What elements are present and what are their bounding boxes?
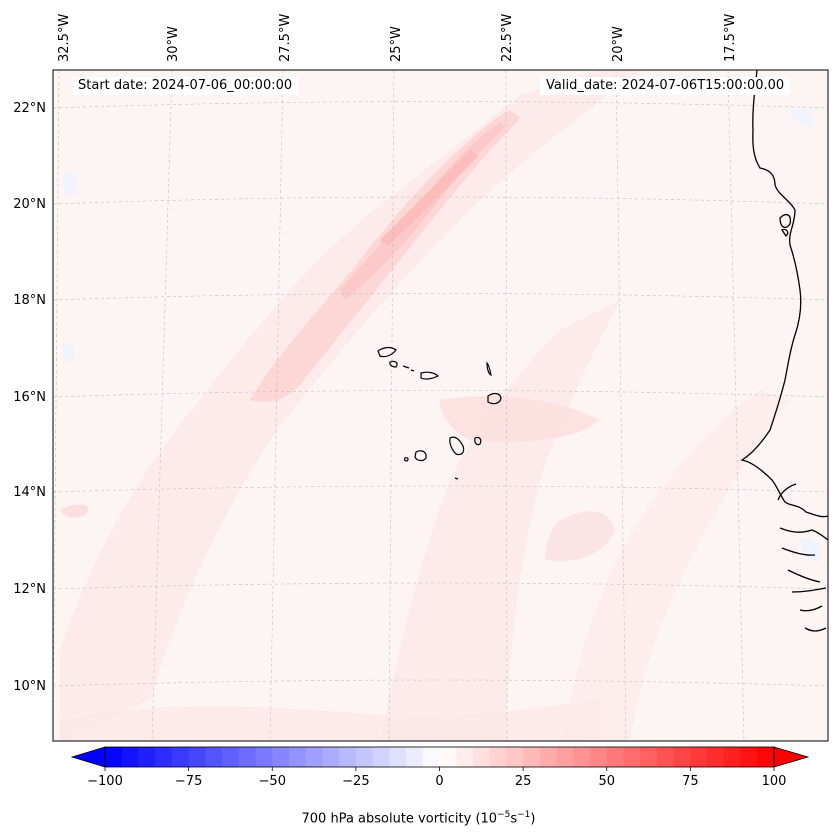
lon-label: 20°W bbox=[611, 26, 626, 62]
colorbar-bin bbox=[305, 747, 324, 767]
colorbar-bins bbox=[105, 747, 775, 767]
colorbar-bin bbox=[656, 747, 675, 767]
colorbar-bin bbox=[188, 747, 206, 767]
lat-label: 16°N bbox=[13, 390, 46, 405]
colorbar-bin bbox=[707, 747, 725, 767]
colorbar-tick-label: −50 bbox=[259, 774, 286, 789]
colorbar-ticks: −100 −75 −50 −25 0 25 50 75 100 bbox=[87, 767, 786, 789]
colorbar-bin bbox=[539, 747, 558, 767]
lon-label: 30°W bbox=[166, 26, 181, 62]
graticule bbox=[53, 70, 828, 741]
colorbar-tick-label: 75 bbox=[682, 774, 699, 789]
start-date-label: Start date: 2024-07-06_00:00:00 bbox=[72, 77, 299, 95]
colorbar-bin bbox=[673, 747, 691, 767]
lon-label: 22.5°W bbox=[500, 14, 515, 62]
vorticity-field bbox=[60, 70, 822, 741]
colorbar-bin bbox=[389, 747, 407, 767]
colorbar-bin bbox=[222, 747, 240, 767]
longitude-labels: 32.5°W 30°W 27.5°W 25°W 22.5°W 20°W 17.5… bbox=[57, 14, 738, 62]
colorbar-bin bbox=[523, 747, 541, 767]
colorbar-bin bbox=[740, 747, 758, 767]
colorbar-bin bbox=[723, 747, 742, 767]
colorbar-tick-label: 50 bbox=[598, 774, 615, 789]
colorbar-bin bbox=[105, 747, 123, 767]
colorbar-bin bbox=[472, 747, 491, 767]
colorbar-bin bbox=[238, 747, 257, 767]
colorbar-bin bbox=[155, 747, 173, 767]
lat-label: 14°N bbox=[13, 485, 46, 500]
lon-label: 32.5°W bbox=[57, 14, 72, 62]
colorbar-bin bbox=[456, 747, 474, 767]
colorbar-tick-label: −100 bbox=[87, 774, 123, 789]
colorbar-bin bbox=[406, 747, 424, 767]
colorbar-tick-label: 100 bbox=[762, 774, 787, 789]
colorbar-bin bbox=[640, 747, 658, 767]
colorbar-bin bbox=[255, 747, 273, 767]
colorbar-bin bbox=[489, 747, 508, 767]
colorbar-max-extend bbox=[773, 746, 810, 768]
colorbar-tick-label: −25 bbox=[342, 774, 369, 789]
coastline bbox=[740, 70, 828, 632]
colorbar-bin bbox=[205, 747, 223, 767]
colorbar-tick-label: −75 bbox=[175, 774, 202, 789]
colorbar-bin bbox=[439, 747, 457, 767]
colorbar-bin bbox=[422, 747, 441, 767]
colorbar-bin bbox=[690, 747, 708, 767]
colorbar-tick-label: 0 bbox=[435, 774, 443, 789]
colorbar-bin bbox=[573, 747, 591, 767]
colorbar-bin bbox=[272, 747, 290, 767]
colorbar-bin bbox=[590, 747, 608, 767]
colorbar-bin bbox=[556, 747, 574, 767]
colorbar-bin bbox=[138, 747, 156, 767]
colorbar-bin bbox=[339, 747, 357, 767]
lon-label: 25°W bbox=[389, 26, 404, 62]
colorbar-bin bbox=[288, 747, 307, 767]
colorbar-bin bbox=[355, 747, 374, 767]
colorbar-bin bbox=[322, 747, 340, 767]
lat-label: 18°N bbox=[13, 293, 46, 308]
map-frame bbox=[52, 69, 829, 742]
lat-label: 20°N bbox=[13, 197, 46, 212]
colorbar-min-extend bbox=[70, 746, 106, 768]
colorbar-bin bbox=[606, 747, 625, 767]
colorbar-tick-label: 25 bbox=[515, 774, 532, 789]
lat-label: 12°N bbox=[13, 582, 46, 597]
lon-label: 17.5°W bbox=[723, 14, 738, 62]
cape-verde-islands bbox=[377, 346, 502, 480]
colorbar-bin bbox=[623, 747, 641, 767]
colorbar-bin bbox=[171, 747, 190, 767]
lon-label: 27.5°W bbox=[278, 14, 293, 62]
colorbar: −100 −75 −50 −25 0 25 50 75 100 bbox=[70, 746, 810, 789]
colorbar-title: 700 hPa absolute vorticity (10−5s−1) bbox=[301, 810, 536, 827]
colorbar-bin bbox=[757, 747, 775, 767]
colorbar-bin bbox=[506, 747, 524, 767]
lat-label: 10°N bbox=[13, 679, 46, 694]
colorbar-bin bbox=[121, 747, 140, 767]
valid-date-label: Valid_date: 2024-07-06T15:00:00.00 bbox=[540, 77, 791, 95]
colorbar-bin bbox=[372, 747, 390, 767]
lat-label: 22°N bbox=[13, 101, 46, 116]
latitude-labels: 22°N 20°N 18°N 16°N 14°N 12°N 10°N bbox=[13, 101, 46, 694]
